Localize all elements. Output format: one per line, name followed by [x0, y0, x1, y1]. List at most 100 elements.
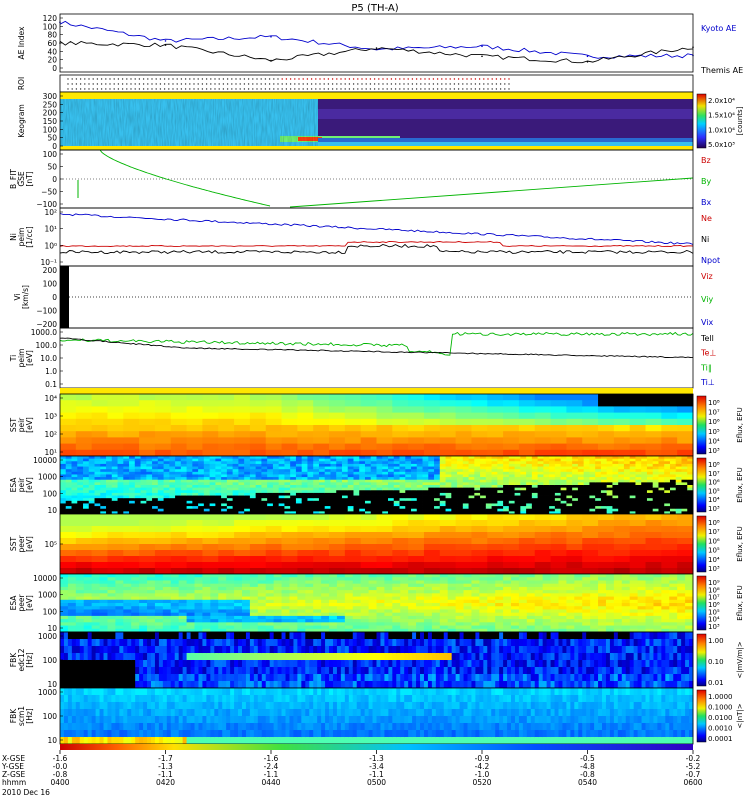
spectrogram-cell	[344, 590, 354, 594]
spectrogram-cell	[336, 477, 343, 481]
spectrogram-cell	[329, 550, 346, 557]
roi-marker	[268, 88, 271, 90]
spectrogram-cell	[582, 562, 599, 569]
spectrogram-cell	[186, 461, 193, 465]
spectrogram-cell	[152, 498, 159, 502]
spectrogram-cell	[518, 556, 536, 563]
spectrogram-cell	[88, 466, 95, 470]
spectrogram-cell	[273, 609, 282, 614]
spectrogram-cell	[226, 628, 235, 633]
roi-marker	[285, 83, 288, 85]
spectrogram-cell	[514, 506, 521, 510]
spectrogram-cell	[336, 615, 346, 620]
spectrogram-cell	[408, 443, 425, 451]
spectrogram-cell	[281, 609, 290, 614]
spectrogram-cell	[595, 456, 602, 460]
spectrogram-cell	[281, 596, 290, 601]
spectrogram-cell	[186, 469, 193, 473]
spectrogram-cell	[537, 498, 544, 502]
spectrogram-cell	[65, 461, 72, 465]
spectrogram-cell	[341, 458, 349, 462]
spectrogram-cell	[180, 474, 187, 478]
spectrogram-cell	[71, 458, 78, 462]
spectrogram-cell	[273, 612, 282, 617]
spectrogram-cell	[645, 425, 662, 432]
spectrogram-cell	[480, 463, 487, 467]
spectrogram-cell	[468, 469, 475, 473]
spectrogram-cell	[376, 463, 383, 467]
spectrogram-cell	[226, 508, 234, 512]
spectrogram-cell	[526, 586, 536, 591]
spectrogram-cell	[384, 615, 393, 620]
spectrogram-cell	[474, 458, 481, 462]
roi-marker	[176, 88, 178, 90]
spectrogram-cell	[226, 580, 235, 585]
spectrogram-cell	[139, 615, 148, 620]
spectrogram-cell	[384, 583, 393, 588]
roi-marker	[281, 88, 283, 90]
spectrogram-cell	[202, 577, 211, 581]
spectrogram-cell	[664, 463, 671, 467]
spectrogram-cell	[451, 479, 458, 483]
spectrogram-cell	[344, 615, 354, 620]
spectrogram-cell	[244, 511, 251, 515]
spectrogram-cell	[324, 474, 331, 478]
spectrogram-cell	[202, 431, 219, 438]
spectrogram-cell	[344, 586, 354, 591]
spectrogram-cell	[267, 458, 274, 462]
spectrogram-cell	[566, 609, 575, 614]
spectrogram-cell	[295, 477, 303, 481]
y-tick-label: 60	[47, 39, 57, 48]
spectrogram-cell	[180, 458, 187, 462]
spectrogram-cell	[117, 456, 124, 460]
spectrogram-cell	[180, 511, 187, 515]
spectrogram-cell	[297, 593, 306, 597]
spectrogram-cell	[629, 490, 636, 494]
spectrogram-cell	[75, 615, 85, 620]
spectrogram-cell	[598, 418, 615, 426]
spectrogram-cell	[606, 458, 613, 462]
spectrogram-cell	[600, 474, 608, 478]
roi-marker	[499, 83, 502, 85]
roi-marker	[319, 88, 321, 90]
roi-marker	[180, 83, 183, 85]
spectrogram-cell	[595, 469, 602, 473]
spectrogram-cell	[234, 418, 251, 426]
spectrogram-cell	[60, 508, 67, 512]
spectrogram-cell	[202, 437, 219, 444]
ae-plot	[59, 20, 694, 64]
roi-marker	[491, 88, 493, 90]
spectrogram-cell	[534, 437, 551, 444]
spectrogram-cell	[531, 498, 539, 502]
spectrogram-cell	[75, 425, 93, 432]
spectrogram-cell	[416, 479, 423, 483]
spectrogram-cell	[278, 456, 285, 460]
spectrogram-cell	[600, 471, 608, 475]
spectrogram-cell	[272, 485, 280, 489]
spectrogram-cell	[445, 469, 452, 473]
spectrogram-cell	[313, 485, 320, 489]
spectrogram-cell	[313, 487, 320, 491]
spectrogram-cell	[376, 514, 393, 521]
spectrogram-cell	[60, 492, 67, 496]
spectrogram-cell	[664, 479, 671, 483]
spectrogram-cell	[439, 449, 457, 457]
spectrogram-cell	[290, 482, 297, 486]
spectrogram-cell	[534, 550, 551, 557]
spectrogram-cell	[307, 456, 314, 460]
spectrogram-cell	[360, 612, 369, 617]
spectrogram-cell	[368, 596, 377, 601]
spectrogram-cell	[241, 577, 251, 581]
spectrogram-cell	[147, 596, 156, 601]
spectrogram-cell	[60, 458, 67, 462]
spectrogram-cell	[474, 463, 481, 467]
spectrogram-cell	[408, 612, 417, 617]
spectrogram-cell	[107, 418, 124, 426]
spectrogram-cell	[613, 418, 631, 426]
spectrogram-cell	[600, 500, 608, 504]
roi-marker	[424, 88, 426, 90]
spectrogram-cell	[550, 538, 567, 545]
spectrogram-cell	[388, 503, 395, 507]
spectrogram-cell	[495, 599, 504, 604]
spectrogram-cell	[91, 425, 108, 432]
